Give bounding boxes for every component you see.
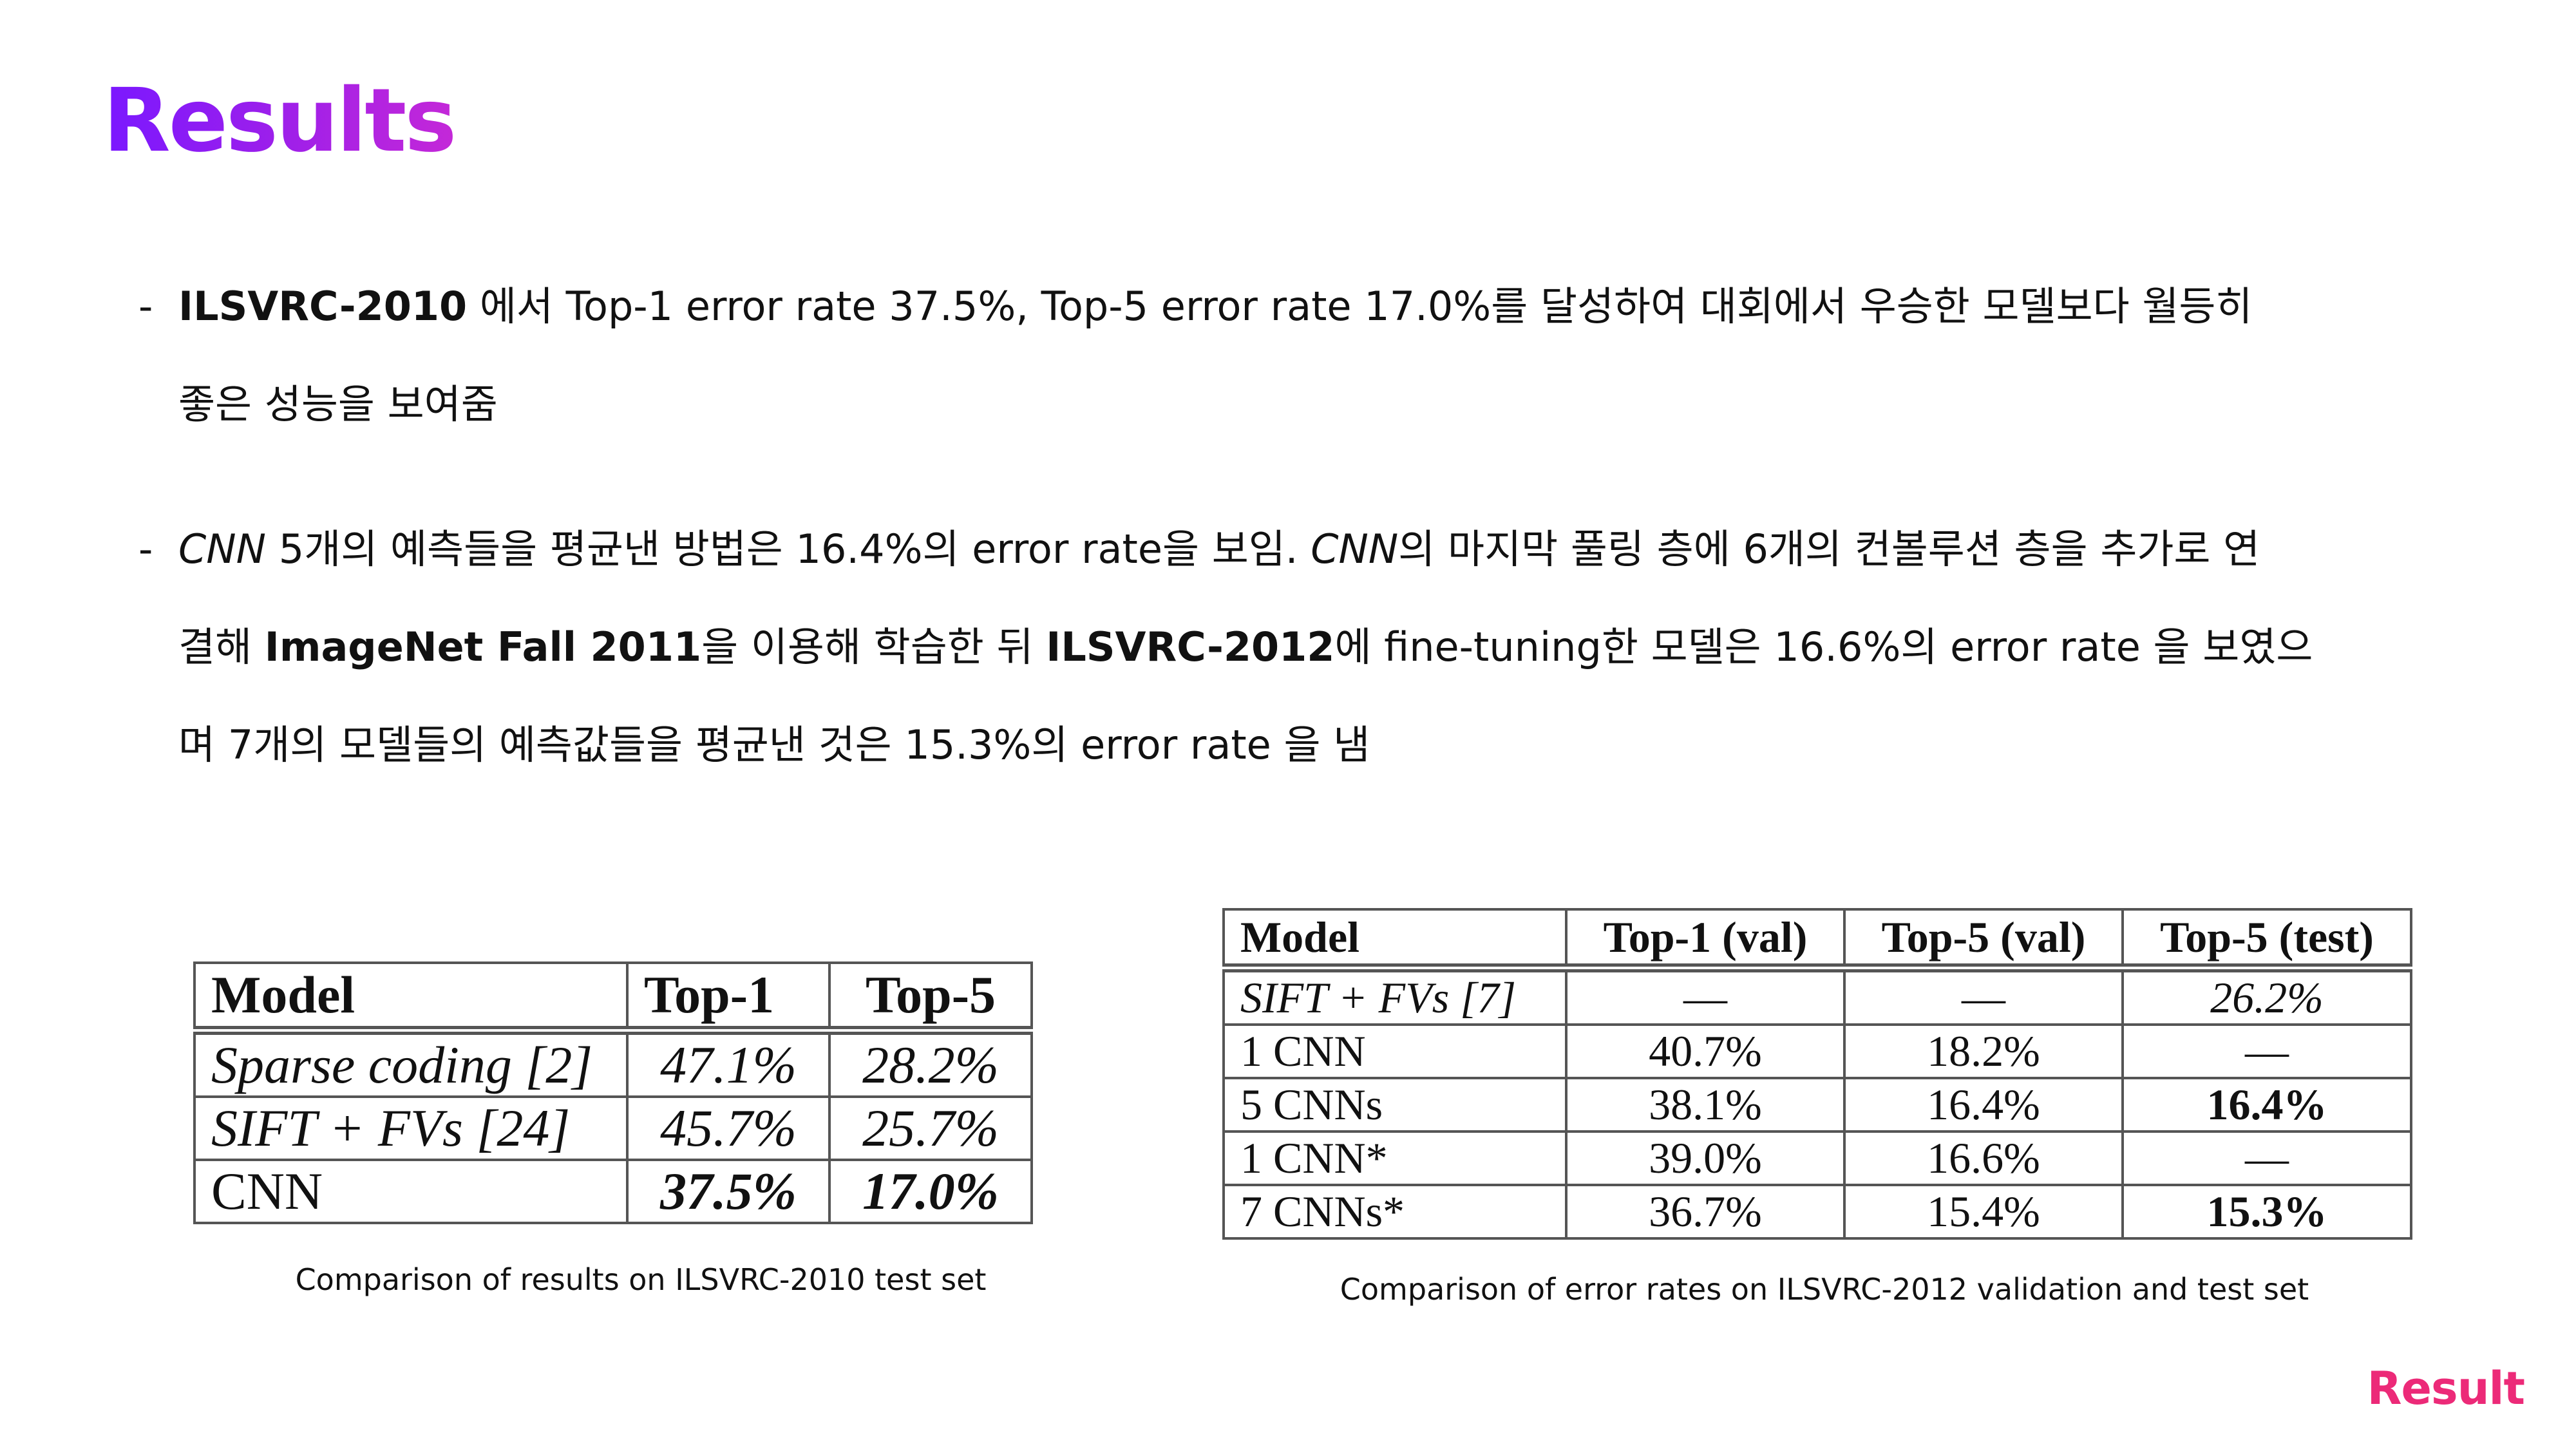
value-cell: 17.0% — [828, 1159, 1033, 1224]
value-cell: 16.4% — [1843, 1077, 2124, 1133]
value-cell: 47.1% — [626, 1029, 831, 1098]
bullet-line: 좋은 성능을 보여줌 — [138, 355, 2470, 453]
value-cell: — — [1843, 967, 2124, 1026]
model-cell: SIFT + FVs [24] — [193, 1095, 629, 1161]
model-cell: 7 CNNs* — [1222, 1184, 1567, 1240]
model-cell: 5 CNNs — [1222, 1077, 1567, 1133]
model-cell: 1 CNN — [1222, 1023, 1567, 1079]
value-cell: 15.3% — [2121, 1184, 2412, 1240]
model-name: CNN — [1311, 526, 1399, 573]
table-row: 1 CNN* 39.0% 16.6% — — [1222, 1130, 2412, 1186]
bullet-dash: - — [138, 526, 153, 573]
value-cell: — — [2121, 1023, 2412, 1079]
model-cell: SIFT + FVs [7] — [1222, 967, 1567, 1026]
bullet-text: 의 마지막 풀링 층에 6개의 컨볼루션 층을 추가로 연 — [1398, 526, 2260, 573]
value-cell: 37.5% — [626, 1159, 831, 1224]
bullet-line: 며 7개의 모델들의 예측값들을 평균낸 것은 15.3%의 error rat… — [138, 696, 2470, 794]
slide-title: Results — [103, 70, 457, 172]
header-cell: Model — [193, 961, 629, 1035]
value-cell: 15.4% — [1843, 1184, 2124, 1240]
bullet-line: - ILSVRC-2010 에서 Top-1 error rate 37.5%, … — [138, 258, 2470, 355]
bullet-text: 을 이용해 학습한 뒤 — [701, 623, 1046, 670]
value-cell: 26.2% — [2121, 967, 2412, 1026]
header-cell: Top-1 (val) — [1565, 908, 1846, 972]
bullet-text: 에서 Top-1 error rate 37.5%, Top-5 error r… — [467, 283, 2253, 330]
value-cell: — — [2121, 1130, 2412, 1186]
bullet-line: 결해 ImageNet Fall 2011을 이용해 학습한 뒤 ILSVRC-… — [138, 598, 2470, 696]
table-caption: Comparison of results on ILSVRC-2010 tes… — [295, 1262, 987, 1297]
value-cell: 18.2% — [1843, 1023, 2124, 1079]
header-cell: Top-5 — [828, 961, 1033, 1035]
table-row: SIFT + FVs [24] 45.7% 25.7% — [193, 1095, 1033, 1161]
model-cell: Sparse coding [2] — [193, 1029, 629, 1098]
table-row: SIFT + FVs [7] — — 26.2% — [1222, 967, 2412, 1026]
table-caption: Comparison of error rates on ILSVRC-2012… — [1340, 1272, 2309, 1307]
dataset-name: ImageNet Fall 2011 — [264, 623, 702, 670]
bullet-text: 며 7개의 모델들의 예측값들을 평균낸 것은 15.3%의 error rat… — [178, 721, 1370, 768]
table-header-row: Model Top-1 Top-5 — [193, 961, 1033, 1035]
bullet-ilsvrc-2012: - CNN 5개의 예측들을 평균낸 방법은 16.4%의 error rate을… — [138, 500, 2470, 794]
table-row: CNN 37.5% 17.0% — [193, 1159, 1033, 1224]
value-cell: 16.4% — [2121, 1077, 2412, 1133]
model-cell: 1 CNN* — [1222, 1130, 1567, 1186]
dataset-name: ILSVRC-2010 — [178, 283, 468, 330]
header-cell: Top-1 — [626, 961, 831, 1035]
model-name: CNN — [178, 526, 267, 573]
header-cell: Model — [1222, 908, 1567, 972]
value-cell: 38.1% — [1565, 1077, 1846, 1133]
bullet-text: 결해 — [178, 623, 265, 670]
section-footer-label: Result — [2367, 1362, 2525, 1415]
header-cell: Top-5 (test) — [2121, 908, 2412, 972]
bullet-dash: - — [138, 283, 153, 330]
table-row: 7 CNNs* 36.7% 15.4% 15.3% — [1222, 1184, 2412, 1240]
bullet-text: 에 fine-tuning한 모델은 16.6%의 error rate 을 보… — [1334, 623, 2313, 670]
bullet-text: 좋은 성능을 보여줌 — [178, 381, 498, 428]
value-cell: — — [1565, 967, 1846, 1026]
bullet-text: 5개의 예측들을 평균낸 방법은 16.4%의 error rate을 보임. — [266, 526, 1311, 573]
value-cell: 36.7% — [1565, 1184, 1846, 1240]
ilsvrc-2012-results-table: Model Top-1 (val) Top-5 (val) Top-5 (tes… — [1222, 908, 2412, 1240]
table-row: 1 CNN 40.7% 18.2% — — [1222, 1023, 2412, 1079]
value-cell: 45.7% — [626, 1095, 831, 1161]
table-row: Sparse coding [2] 47.1% 28.2% — [193, 1029, 1033, 1098]
table-header-row: Model Top-1 (val) Top-5 (val) Top-5 (tes… — [1222, 908, 2412, 972]
model-cell: CNN — [193, 1159, 629, 1224]
value-cell: 40.7% — [1565, 1023, 1846, 1079]
value-cell: 28.2% — [828, 1029, 1033, 1098]
value-cell: 39.0% — [1565, 1130, 1846, 1186]
header-cell: Top-5 (val) — [1843, 908, 2124, 972]
bullet-ilsvrc-2010: - ILSVRC-2010 에서 Top-1 error rate 37.5%, … — [138, 258, 2470, 453]
dataset-name: ILSVRC-2012 — [1046, 623, 1335, 670]
value-cell: 16.6% — [1843, 1130, 2124, 1186]
table-row: 5 CNNs 38.1% 16.4% 16.4% — [1222, 1077, 2412, 1133]
bullet-line: - CNN 5개의 예측들을 평균낸 방법은 16.4%의 error rate을… — [138, 500, 2470, 598]
value-cell: 25.7% — [828, 1095, 1033, 1161]
ilsvrc-2010-results-table: Model Top-1 Top-5 Sparse coding [2] 47.1… — [193, 961, 1033, 1224]
